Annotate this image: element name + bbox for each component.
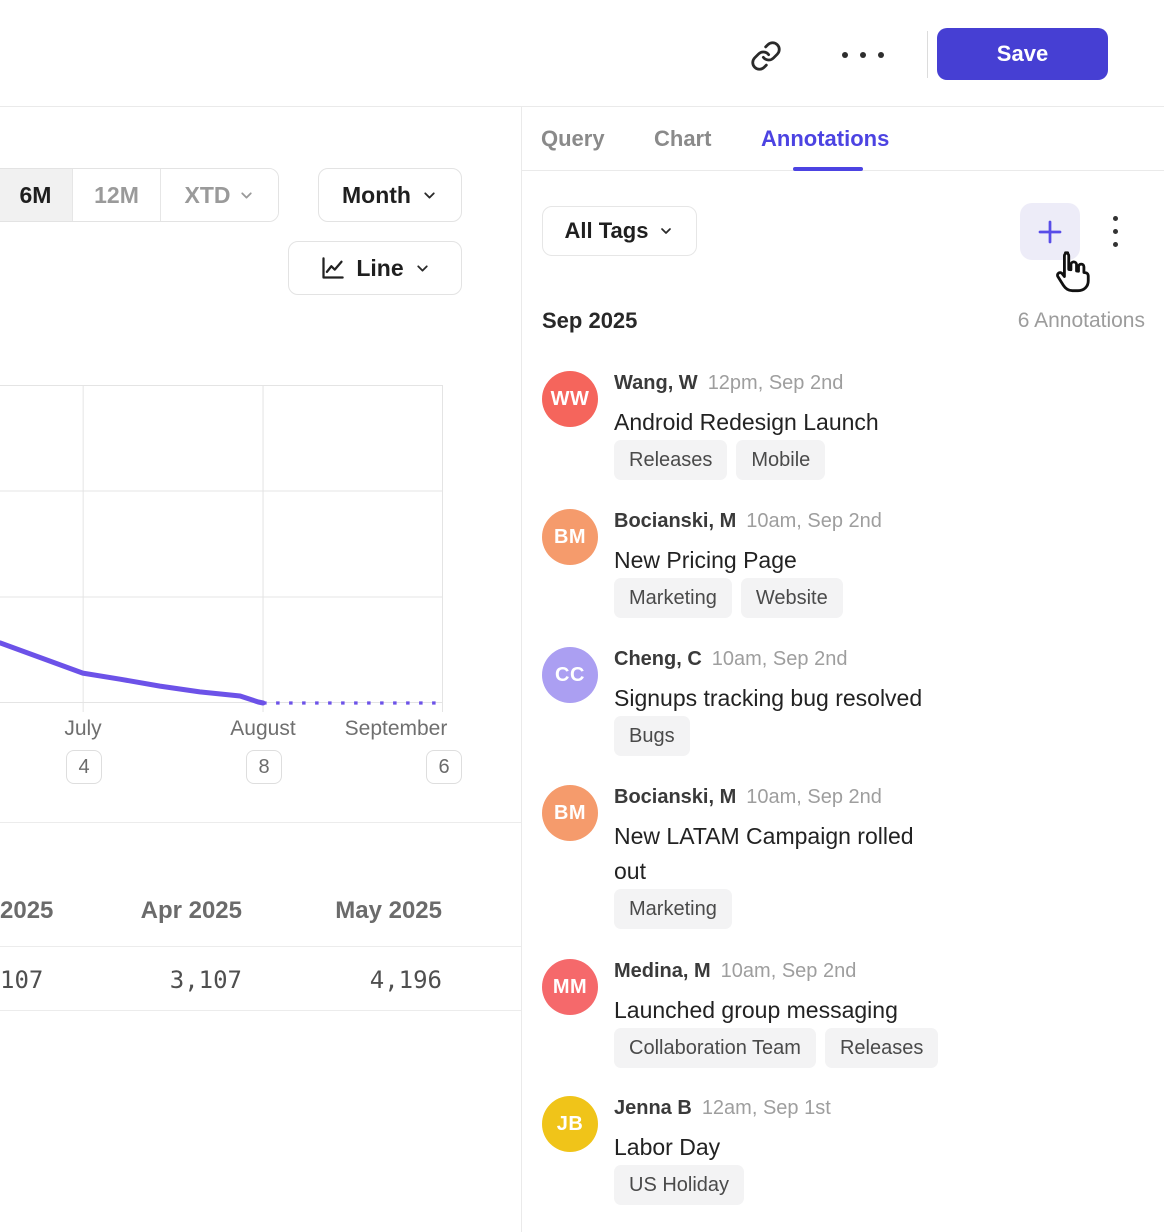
annotation-author: Bocianski, M xyxy=(614,510,737,532)
annotation-tags: Collaboration Team Releases xyxy=(614,1028,1122,1068)
panel-divider xyxy=(521,107,522,1232)
avatar: BM xyxy=(542,785,598,841)
link-icon xyxy=(750,40,782,72)
annotation-tag: Website xyxy=(740,578,843,618)
table-border xyxy=(0,822,521,823)
annotations-menu-button[interactable] xyxy=(1100,206,1130,256)
annotation-tag: US Holiday xyxy=(614,1165,745,1205)
annotation-timestamp: 12pm, Sep 2nd xyxy=(707,372,844,394)
range-12m-button[interactable]: 12M xyxy=(73,169,161,221)
chevron-down-icon xyxy=(658,223,674,239)
annotation-author: Cheng, C xyxy=(614,648,702,670)
annotation-author: Medina, M xyxy=(614,960,711,982)
annotation-timestamp: 10am, Sep 2nd xyxy=(746,510,882,532)
annotation-tags: Releases Mobile xyxy=(614,440,1122,480)
annotation-tags: US Holiday xyxy=(614,1165,1122,1205)
annotation-count-badge[interactable]: 4 xyxy=(66,750,102,784)
tab-query[interactable]: Query xyxy=(541,107,605,171)
annotation-item[interactable]: BM Bocianski, M 10am, Sep 2nd New Pricing… xyxy=(542,509,1122,618)
annotation-author: Jenna B xyxy=(614,1097,692,1119)
granularity-dropdown[interactable]: Month xyxy=(318,168,462,222)
x-axis-label: July xyxy=(64,717,102,740)
tab-chart[interactable]: Chart xyxy=(654,107,711,171)
annotation-title: Labor Day xyxy=(614,1134,721,1160)
annotation-timestamp: 10am, Sep 2nd xyxy=(720,960,857,982)
annotation-tag: Mobile xyxy=(736,440,826,480)
annotation-item[interactable]: BM Bocianski, M 10am, Sep 2nd New LATAM C… xyxy=(542,785,1122,929)
date-range-segmented-control: 6M 12M XTD xyxy=(0,168,279,222)
annotation-tags: Marketing Website xyxy=(614,578,1122,618)
chevron-down-icon xyxy=(421,187,438,204)
annotation-title: New LATAM Campaign rolled out xyxy=(614,823,914,884)
annotation-item[interactable]: JB Jenna B 12am, Sep 1st Labor Day US Hol… xyxy=(542,1096,1122,1205)
avatar: CC xyxy=(542,647,598,703)
annotation-tag: Bugs xyxy=(614,716,690,756)
annotation-author: Bocianski, M xyxy=(614,786,737,808)
chart-canvas xyxy=(0,385,443,712)
annotation-title: Android Redesign Launch xyxy=(614,409,879,435)
table-cell-value: 107 xyxy=(0,966,44,994)
avatar: BM xyxy=(542,509,598,565)
ellipsis-icon xyxy=(842,52,884,58)
tab-annotations[interactable]: Annotations xyxy=(761,107,889,171)
annotation-item[interactable]: WW Wang, W 12pm, Sep 2nd Android Redesign… xyxy=(542,371,1122,480)
annotation-timestamp: 12am, Sep 1st xyxy=(701,1097,831,1119)
avatar: WW xyxy=(542,371,598,427)
annotation-timestamp: 10am, Sep 2nd xyxy=(711,648,848,670)
table-border xyxy=(0,1010,521,1011)
annotation-tag: Marketing xyxy=(614,578,732,618)
avatar: MM xyxy=(542,959,598,1015)
table-column-header: Apr 2025 xyxy=(140,897,242,924)
more-options-button[interactable] xyxy=(838,40,888,70)
right-panel-tabs: Query Chart Annotations xyxy=(522,107,1164,171)
save-button[interactable]: Save xyxy=(937,28,1108,80)
chevron-down-icon xyxy=(238,187,255,204)
table-cell-value: 4,196 xyxy=(369,966,442,994)
table-border xyxy=(0,946,521,947)
annotation-tags: Marketing xyxy=(614,889,1122,929)
annotation-tag: Collaboration Team xyxy=(614,1028,816,1068)
annotation-tag: Releases xyxy=(824,1028,939,1068)
range-6m-button[interactable]: 6M xyxy=(0,169,73,221)
annotation-author: Wang, W xyxy=(614,372,698,394)
annotation-tag: Marketing xyxy=(614,889,732,929)
table-cell-value: 3,107 xyxy=(169,966,242,994)
annotation-title: Launched group messaging xyxy=(614,997,898,1023)
annotation-item[interactable]: MM Medina, M 10am, Sep 2nd Launched group… xyxy=(542,959,1122,1068)
avatar: JB xyxy=(542,1096,598,1152)
x-axis-label: August xyxy=(230,717,296,740)
line-chart-icon xyxy=(319,255,346,282)
annotation-title: New Pricing Page xyxy=(614,547,797,573)
annotation-count-badge[interactable]: 6 xyxy=(426,750,462,784)
range-xtd-button[interactable]: XTD xyxy=(161,169,278,221)
active-tab-underline xyxy=(793,167,863,171)
x-axis-label: September xyxy=(344,717,448,740)
annotation-count-badge[interactable]: 8 xyxy=(246,750,282,784)
line-chart xyxy=(0,385,443,715)
annotation-tag: Releases xyxy=(614,440,728,480)
annotations-month-header: Sep 2025 xyxy=(542,308,638,333)
chart-type-dropdown[interactable]: Line xyxy=(288,241,462,295)
header-divider xyxy=(927,31,928,78)
kebab-icon xyxy=(1112,215,1118,247)
annotation-title: Signups tracking bug resolved xyxy=(614,685,923,711)
annotation-timestamp: 10am, Sep 2nd xyxy=(746,786,882,808)
annotation-tags: Bugs xyxy=(614,716,1122,756)
annotations-count: 6 Annotations xyxy=(1017,309,1145,332)
plus-icon xyxy=(1035,217,1065,247)
add-annotation-button[interactable] xyxy=(1020,203,1080,260)
chevron-down-icon xyxy=(414,260,431,277)
annotation-item[interactable]: CC Cheng, C 10am, Sep 2nd Signups trackin… xyxy=(542,647,1122,756)
tag-filter-dropdown[interactable]: All Tags xyxy=(542,206,697,256)
copy-link-button[interactable] xyxy=(744,34,788,78)
top-header: Save xyxy=(0,0,1164,107)
table-column-header: May 2025 xyxy=(335,897,442,924)
